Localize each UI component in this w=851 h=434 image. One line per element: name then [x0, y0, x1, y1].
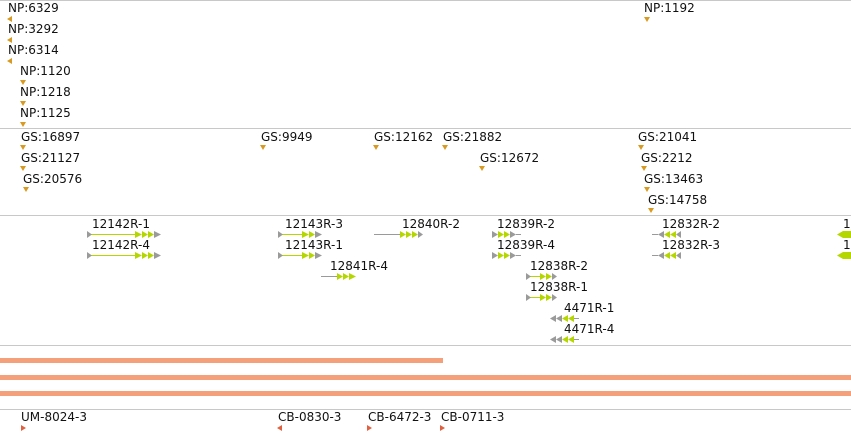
forward-gene-glyph[interactable] [526, 272, 558, 281]
reverse-gene-glyph[interactable] [550, 335, 580, 344]
gs-feature-label[interactable]: GS:14758 [648, 193, 708, 207]
reverse-gene-glyph[interactable] [837, 251, 851, 260]
gs-marker-down-icon[interactable] [648, 208, 654, 213]
reverse-gene-glyph[interactable] [652, 230, 682, 239]
gene-label[interactable]: 12832R-3 [662, 238, 720, 252]
forward-gene-glyph[interactable] [87, 230, 162, 239]
gs-marker-down-icon[interactable] [260, 145, 266, 150]
gs-feature-label[interactable]: GS:9949 [261, 130, 313, 144]
gs-feature-label[interactable]: GS:20576 [23, 172, 83, 186]
gene-label[interactable]: 12840R-2 [402, 217, 460, 231]
cb-marker-right-icon[interactable] [367, 425, 372, 431]
cb-feature-label[interactable]: UM-8024-3 [21, 410, 87, 424]
gs-feature-label[interactable]: GS:13463 [644, 172, 704, 186]
np-feature-label[interactable]: NP:3292 [8, 22, 59, 36]
gs-feature-label[interactable]: GS:12162 [374, 130, 434, 144]
coverage-bar[interactable] [0, 391, 851, 396]
gs-marker-down-icon[interactable] [373, 145, 379, 150]
gene-label[interactable]: 12143R-3 [285, 217, 343, 231]
reverse-gene-glyph[interactable] [550, 314, 580, 323]
gs-marker-down-icon[interactable] [644, 187, 650, 192]
np-feature-label[interactable]: NP:1120 [20, 64, 71, 78]
cb-marker-left-icon[interactable] [277, 425, 282, 431]
np-marker-down-icon[interactable] [20, 80, 26, 85]
gs-marker-down-icon[interactable] [23, 187, 29, 192]
np-feature-label[interactable]: NP:1192 [644, 1, 695, 15]
gs-marker-down-icon[interactable] [442, 145, 448, 150]
np-feature-label[interactable]: NP:6314 [8, 43, 59, 57]
gene-label[interactable]: 1 [843, 238, 851, 252]
reverse-gene-glyph[interactable] [652, 251, 682, 260]
reverse-gene-glyph[interactable] [837, 230, 851, 239]
forward-gene-glyph[interactable] [87, 251, 162, 260]
np-marker-left-icon[interactable] [7, 37, 12, 43]
gene-label[interactable]: 12142R-4 [92, 238, 150, 252]
np-marker-left-icon[interactable] [7, 58, 12, 64]
gene-label[interactable]: 12832R-2 [662, 217, 720, 231]
gs-marker-down-icon[interactable] [20, 145, 26, 150]
gs-feature-label[interactable]: GS:21127 [21, 151, 81, 165]
gs-feature-label[interactable]: GS:21882 [443, 130, 503, 144]
forward-gene-glyph[interactable] [321, 272, 359, 281]
cb-feature-label[interactable]: CB-0830-3 [278, 410, 342, 424]
np-feature-label[interactable]: NP:6329 [8, 1, 59, 15]
forward-gene-glyph[interactable] [492, 251, 522, 260]
forward-gene-glyph[interactable] [278, 230, 326, 239]
coverage-bar[interactable] [0, 358, 443, 363]
forward-gene-glyph[interactable] [374, 230, 424, 239]
np-feature-label[interactable]: NP:1218 [20, 85, 71, 99]
cb-marker-right-icon[interactable] [21, 425, 26, 431]
gene-label[interactable]: 12142R-1 [92, 217, 150, 231]
forward-gene-glyph[interactable] [492, 230, 522, 239]
gs-marker-down-icon[interactable] [479, 166, 485, 171]
cb-marker-right-icon[interactable] [440, 425, 445, 431]
cb-feature-label[interactable]: CB-0711-3 [441, 410, 505, 424]
gene-label[interactable]: 12143R-1 [285, 238, 343, 252]
gene-label[interactable]: 12839R-4 [497, 238, 555, 252]
gs-feature-label[interactable]: GS:21041 [638, 130, 698, 144]
np-marker-down-icon[interactable] [20, 101, 26, 106]
np-feature-label[interactable]: NP:1125 [20, 106, 71, 120]
track-separator-bars-cb [0, 409, 851, 410]
gs-feature-label[interactable]: GS:2212 [641, 151, 693, 165]
gs-feature-label[interactable]: GS:16897 [21, 130, 81, 144]
gene-label[interactable]: 12838R-2 [530, 259, 588, 273]
coverage-bar[interactable] [0, 375, 851, 380]
forward-gene-glyph[interactable] [526, 293, 558, 302]
gs-marker-down-icon[interactable] [641, 166, 647, 171]
np-marker-left-icon[interactable] [7, 16, 12, 22]
np-marker-down-icon[interactable] [20, 122, 26, 127]
track-separator-top [0, 0, 851, 1]
track-separator-np-gs [0, 128, 851, 129]
forward-gene-glyph[interactable] [278, 251, 326, 260]
gene-label[interactable]: 12839R-2 [497, 217, 555, 231]
gene-label[interactable]: 4471R-1 [564, 301, 615, 315]
track-separator-genes-bars [0, 345, 851, 346]
gene-label[interactable]: 12838R-1 [530, 280, 588, 294]
cb-feature-label[interactable]: CB-6472-3 [368, 410, 432, 424]
gene-label[interactable]: 1 [843, 217, 851, 231]
track-separator-gs-genes [0, 215, 851, 216]
gs-marker-down-icon[interactable] [638, 145, 644, 150]
np-marker-down-icon[interactable] [644, 17, 650, 22]
gs-feature-label[interactable]: GS:12672 [480, 151, 540, 165]
gene-label[interactable]: 12841R-4 [330, 259, 388, 273]
gene-label[interactable]: 4471R-4 [564, 322, 615, 336]
gs-marker-down-icon[interactable] [20, 166, 26, 171]
